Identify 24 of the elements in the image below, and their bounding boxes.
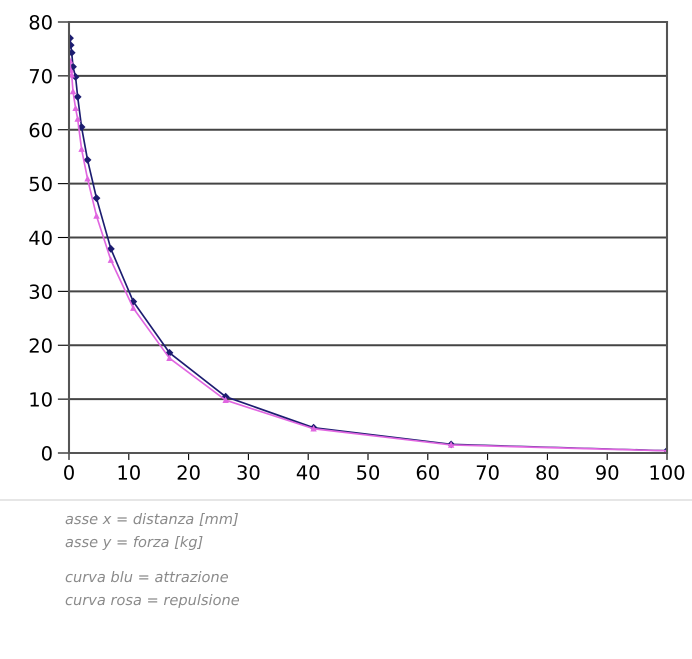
y-tick-label: 0 xyxy=(42,446,52,461)
x-tick-label: 30 xyxy=(238,465,260,480)
y-tick-label: 60 xyxy=(30,122,52,138)
y-tick-label: 50 xyxy=(30,176,52,192)
text: asse x = distanza [mm] xyxy=(66,512,238,526)
x-tick-label: 10 xyxy=(118,465,140,480)
x-tick-label: 0 xyxy=(64,465,74,480)
x-tick-label: 40 xyxy=(296,465,320,480)
x-tick-label: 80 xyxy=(536,465,558,480)
text: curva blu = attrazione xyxy=(66,570,228,582)
y-tick-label: 80 xyxy=(30,14,52,30)
x-tick-label: 90 xyxy=(596,465,618,480)
text: asse y = forza [kg] xyxy=(66,536,203,550)
y-tick-label: 70 xyxy=(30,68,52,84)
y-tick-label: 10 xyxy=(30,392,52,407)
x-tick-label: 70 xyxy=(476,465,499,480)
y-tick-label: 40 xyxy=(29,230,52,246)
y-tick-label: 20 xyxy=(30,338,52,353)
text: curva rosa = repulsione xyxy=(66,594,240,608)
x-tick-label: 100 xyxy=(650,465,684,480)
x-tick-label: 20 xyxy=(178,465,200,480)
x-tick-label: 50 xyxy=(357,465,380,480)
x-tick-label: 60 xyxy=(416,465,439,480)
y-tick-label: 30 xyxy=(30,284,52,300)
